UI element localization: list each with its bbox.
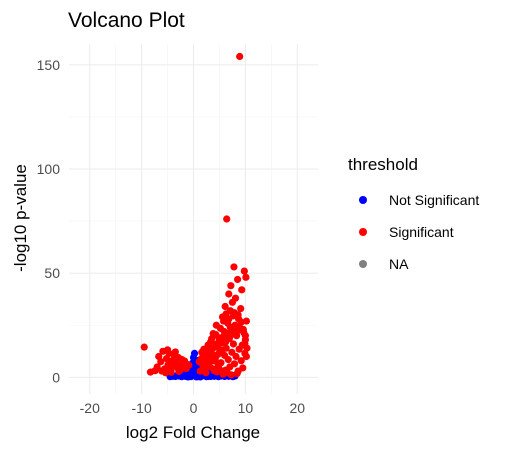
x-tick-label: -20	[80, 400, 100, 416]
data-point	[228, 298, 237, 306]
chart-title: Volcano Plot	[68, 9, 185, 32]
legend-label: Not Significant	[389, 192, 479, 208]
data-point	[190, 349, 199, 357]
data-point	[226, 307, 234, 315]
data-point	[241, 332, 249, 340]
y-tick-label: 150	[37, 57, 61, 73]
legend: threshold Not Significant Significant NA	[348, 155, 479, 272]
data-point	[208, 335, 216, 343]
data-point	[219, 370, 227, 378]
legend-key	[359, 260, 367, 268]
legend-title: threshold	[348, 155, 418, 174]
data-point	[241, 339, 249, 348]
data-point	[222, 338, 230, 346]
data-point	[218, 346, 226, 354]
x-axis-title: log2 Fold Change	[126, 423, 260, 442]
data-point	[186, 373, 194, 381]
data-point	[193, 373, 201, 381]
x-tick-label: -10	[132, 400, 152, 416]
data-point	[223, 215, 231, 223]
data-point	[233, 369, 241, 378]
legend-key	[359, 196, 367, 204]
legend-items: Not Significant Significant NA	[359, 192, 479, 272]
y-tick-label: 100	[37, 161, 61, 177]
data-point	[238, 286, 246, 294]
data-point	[202, 369, 210, 377]
data-point	[224, 356, 232, 364]
data-point	[237, 304, 245, 313]
data-point	[140, 343, 148, 351]
legend-key	[359, 228, 367, 236]
data-point	[234, 311, 242, 319]
data-point	[242, 352, 251, 361]
legend-label: NA	[389, 256, 409, 272]
data-points	[140, 52, 251, 381]
x-tick-label: 0	[190, 400, 198, 416]
y-tick-label: 0	[52, 369, 60, 385]
x-tick-label: 20	[289, 400, 305, 416]
x-axis-ticks: -20 -10 0 10 20	[80, 400, 306, 416]
data-point	[229, 340, 238, 348]
data-point	[175, 367, 183, 376]
y-axis-title: -log10 p-value	[11, 164, 30, 272]
data-point	[157, 358, 165, 366]
data-point	[235, 345, 243, 353]
data-point	[211, 357, 219, 365]
data-point	[216, 324, 225, 332]
data-point	[221, 302, 229, 311]
series-significant	[140, 52, 251, 379]
data-point	[167, 368, 175, 376]
data-point	[161, 369, 170, 377]
data-point	[198, 348, 206, 356]
data-point	[163, 346, 172, 354]
legend-label: Significant	[389, 224, 454, 240]
data-point	[225, 290, 233, 298]
data-point	[240, 267, 248, 275]
data-point	[233, 275, 242, 284]
data-point	[227, 371, 235, 379]
data-point	[219, 317, 228, 325]
data-point	[237, 357, 245, 365]
x-tick-label: 10	[238, 400, 254, 416]
data-point	[215, 365, 224, 373]
data-point	[227, 282, 235, 290]
data-point	[196, 367, 204, 375]
y-axis-ticks: 0 50 100 150	[37, 57, 61, 386]
data-point	[236, 52, 244, 61]
data-point	[232, 352, 240, 361]
plot-grid	[69, 44, 318, 394]
data-point	[237, 318, 245, 326]
data-point	[171, 348, 179, 356]
data-point	[242, 273, 250, 281]
y-tick-label: 50	[44, 265, 60, 281]
data-point	[230, 263, 238, 271]
data-point	[151, 367, 159, 375]
data-point	[185, 361, 193, 369]
